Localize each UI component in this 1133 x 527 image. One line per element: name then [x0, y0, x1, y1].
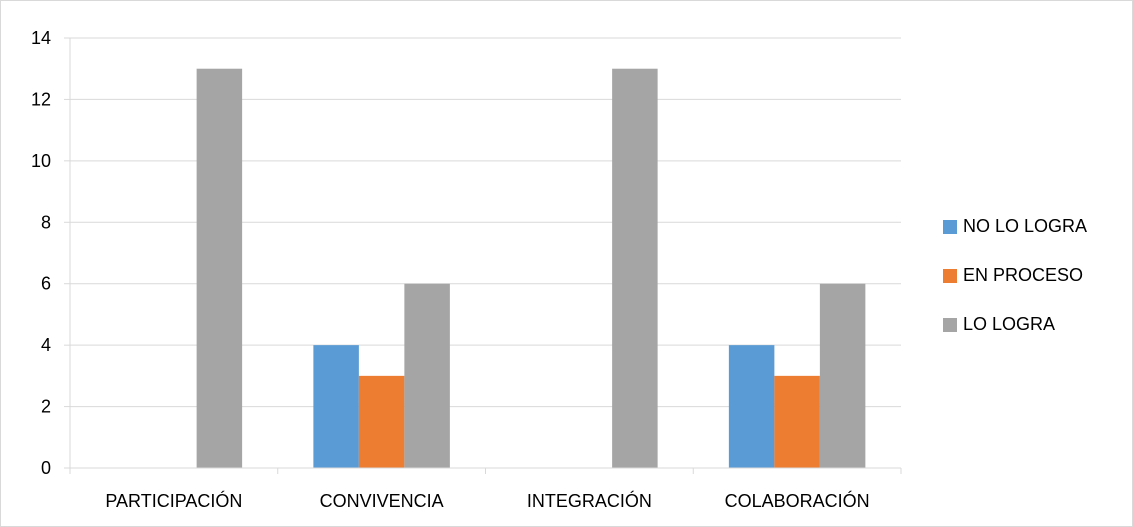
y-tick-label: 10 [31, 151, 51, 171]
x-tick-label: COLABORACIÓN [725, 490, 870, 511]
bar-lo-logra [819, 283, 866, 468]
bar-no-lo-logra [728, 345, 775, 468]
y-tick-labels: 0 2 4 6 8 10 12 14 [31, 28, 51, 478]
legend-item: LO LOGRA [943, 309, 1128, 340]
axes [64, 37, 902, 474]
x-tick-label: CONVIVENCIA [320, 491, 444, 511]
bar-lo-logra [196, 68, 243, 468]
x-tick-labels: PARTICIPACIÓN CONVIVENCIA INTEGRACIÓN COLAB… [105, 490, 869, 511]
y-tick-label: 12 [31, 89, 51, 109]
legend-label: NO LO LOGRA [963, 216, 1088, 236]
y-tick-label: 8 [41, 212, 51, 232]
y-tick-label: 6 [41, 274, 51, 294]
legend: NO LO LOGRA EN PROCESO LO LOGRA [943, 211, 1128, 358]
x-tick-label: PARTICIPACIÓN [105, 490, 242, 511]
y-tick-label: 0 [41, 458, 51, 478]
bars [196, 68, 866, 468]
legend-item: EN PROCESO [943, 260, 1128, 291]
legend-item: NO LO LOGRA [943, 211, 1128, 242]
bar-no-lo-logra [313, 345, 359, 468]
legend-swatch [943, 317, 957, 332]
bar-en-proceso [774, 375, 820, 468]
y-tick-label: 2 [41, 397, 51, 417]
legend-label: LO LOGRA [963, 314, 1056, 334]
legend-swatch [943, 268, 957, 283]
bar-lo-logra [404, 283, 450, 468]
y-tick-label: 14 [31, 28, 51, 48]
gridlines [70, 37, 901, 408]
y-tick-label: 4 [41, 335, 51, 355]
bar-lo-logra [612, 68, 658, 468]
legend-swatch [943, 219, 957, 234]
bar-en-proceso [358, 375, 405, 468]
legend-label: EN PROCESO [963, 265, 1084, 285]
x-tick-label: INTEGRACIÓN [527, 490, 652, 511]
